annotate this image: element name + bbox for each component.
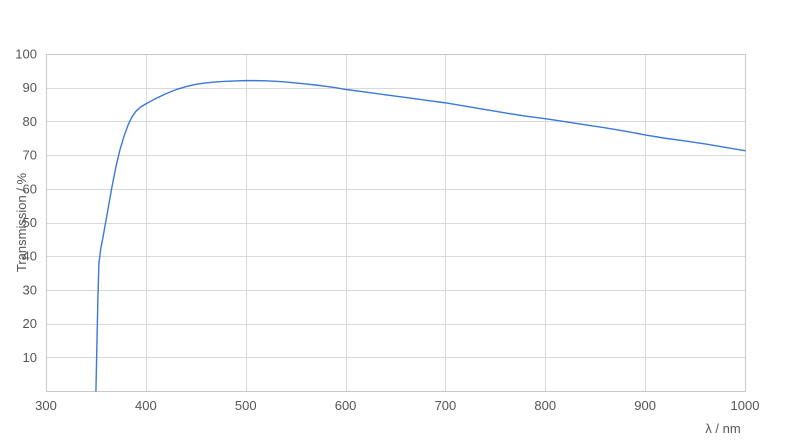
x-tick-label: 400 <box>135 398 157 413</box>
y-tick-label: 10 <box>23 350 37 365</box>
y-axis-tick-labels: 10 20 30 40 50 60 70 80 90 100 <box>15 47 37 365</box>
y-tick-label: 40 <box>23 249 37 264</box>
x-tick-label: 300 <box>35 398 57 413</box>
gridlines-group <box>46 54 745 391</box>
y-tick-label: 50 <box>23 215 37 230</box>
y-tick-label: 20 <box>23 316 37 331</box>
x-tick-label: 700 <box>435 398 457 413</box>
data-series-group <box>95 79 746 392</box>
y-tick-label: 100 <box>15 47 37 62</box>
plot-frame <box>46 54 746 392</box>
x-tick-label: 1000 <box>731 398 760 413</box>
y-tick-label: 60 <box>23 181 37 196</box>
y-tick-label: 90 <box>23 80 37 95</box>
y-tick-label: 30 <box>23 282 37 297</box>
y-tick-label: 80 <box>23 114 37 129</box>
x-tick-label: 600 <box>335 398 357 413</box>
x-axis-tick-labels: 300 400 500 600 700 800 900 1000 <box>35 398 759 413</box>
plot-frame-rect <box>46 54 746 392</box>
x-tick-label: 800 <box>534 398 556 413</box>
x-tick-label: 500 <box>235 398 257 413</box>
series-line-transmission <box>95 79 746 392</box>
x-axis-title: λ / nm <box>705 421 740 436</box>
y-tick-label: 70 <box>23 148 37 163</box>
x-tick-label: 900 <box>634 398 656 413</box>
y-axis-title: Transmission / % <box>14 172 29 272</box>
